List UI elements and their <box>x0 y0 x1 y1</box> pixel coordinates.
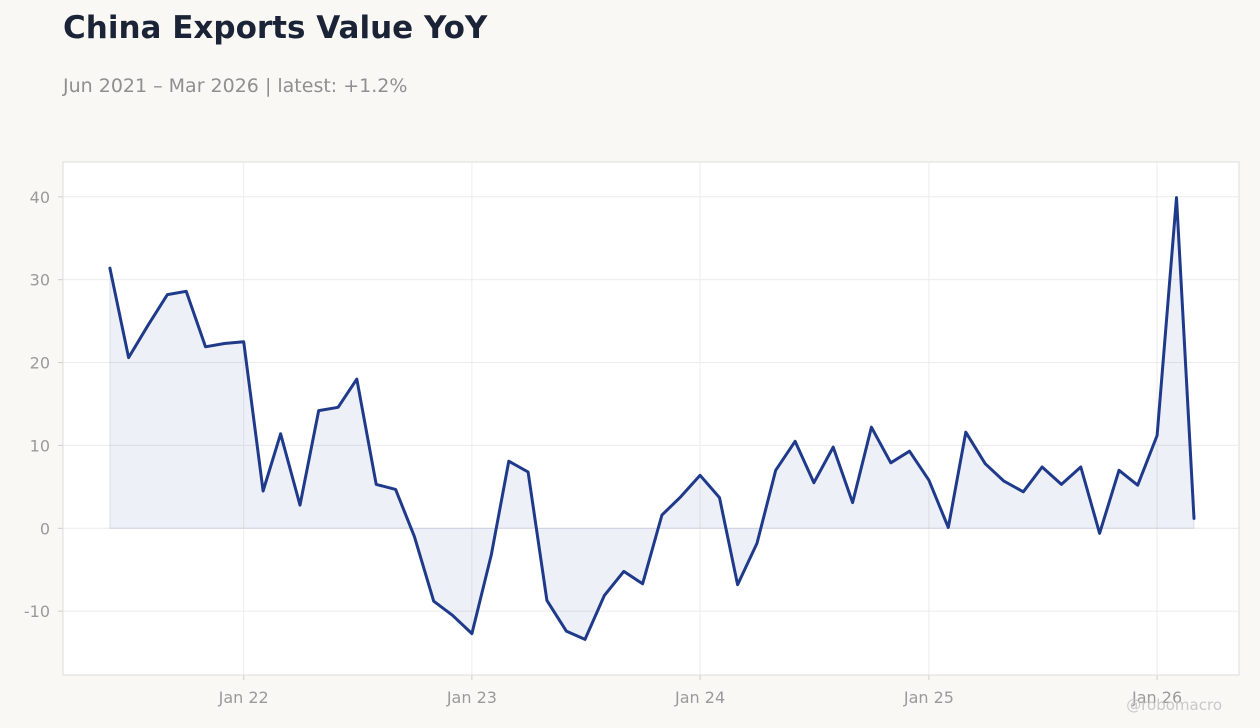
y-tick-label: 0 <box>40 519 50 538</box>
data-point <box>603 594 606 597</box>
data-point <box>490 553 493 556</box>
x-tick-label: Jan 26 <box>1131 688 1182 707</box>
series-line <box>108 196 1196 641</box>
plot-area <box>62 161 1240 676</box>
data-point <box>147 324 150 327</box>
data-point <box>507 460 510 463</box>
data-point <box>699 474 702 477</box>
data-point <box>679 495 682 498</box>
data-point <box>1175 196 1178 199</box>
data-point <box>355 378 358 381</box>
data-point <box>1060 483 1063 486</box>
data-point <box>166 293 169 296</box>
data-point <box>223 342 226 345</box>
data-point <box>870 426 873 429</box>
x-tick-label: Jan 22 <box>218 688 269 707</box>
data-point <box>394 488 397 491</box>
data-point <box>1079 466 1082 469</box>
data-point <box>413 535 416 538</box>
data-point <box>242 340 245 343</box>
data-point <box>1118 469 1121 472</box>
x-tick-label: Jan 25 <box>903 688 954 707</box>
y-tick-label: -10 <box>24 602 50 621</box>
data-point <box>718 496 721 499</box>
data-point <box>451 614 454 617</box>
data-point <box>127 356 130 359</box>
data-point <box>527 471 530 474</box>
line-layer <box>108 196 1196 641</box>
data-point <box>851 501 854 504</box>
y-axis-ticks: -10 0 10 20 30 40 <box>24 188 63 621</box>
data-point <box>774 469 777 472</box>
data-point <box>812 481 815 484</box>
data-point <box>1098 532 1101 535</box>
data-point <box>432 600 435 603</box>
data-point <box>1002 480 1005 483</box>
data-point <box>947 526 950 529</box>
data-point <box>908 450 911 453</box>
data-point <box>660 514 663 517</box>
data-point <box>984 462 987 465</box>
data-point <box>1041 466 1044 469</box>
data-point <box>185 290 188 293</box>
data-point <box>1136 484 1139 487</box>
chart-subtitle: Jun 2021 – Mar 2026 | latest: +1.2% <box>63 75 408 97</box>
x-axis-ticks: Jan 22 Jan 23 Jan 24 Jan 25 Jan 26 <box>218 675 1182 707</box>
data-point <box>889 461 892 464</box>
data-point <box>832 446 835 449</box>
chart-title: China Exports Value YoY <box>63 10 488 46</box>
data-point <box>108 267 111 270</box>
data-point <box>584 638 587 641</box>
data-point <box>1156 434 1159 437</box>
data-point <box>641 582 644 585</box>
y-tick-label: 20 <box>30 354 50 373</box>
x-tick-label: Jan 23 <box>446 688 497 707</box>
data-point <box>337 406 340 409</box>
data-point <box>1193 517 1196 520</box>
data-point <box>470 632 473 635</box>
data-point <box>279 432 282 435</box>
data-point <box>964 431 967 434</box>
data-point <box>756 542 759 545</box>
data-point <box>736 583 739 586</box>
data-point <box>545 599 548 602</box>
data-point <box>794 440 797 443</box>
data-point <box>204 345 207 348</box>
data-point <box>622 570 625 573</box>
data-point <box>565 630 568 633</box>
y-tick-label: 30 <box>30 271 50 290</box>
y-tick-label: 40 <box>30 188 50 207</box>
grid-lines <box>63 162 1239 675</box>
data-point <box>262 490 265 493</box>
data-point <box>317 409 320 412</box>
data-point <box>299 504 302 507</box>
watermark: @robomacro <box>1126 696 1222 714</box>
x-tick-label: Jan 24 <box>674 688 725 707</box>
data-point <box>927 479 930 482</box>
data-point <box>1022 490 1025 493</box>
y-tick-label: 10 <box>30 436 50 455</box>
data-point <box>375 483 378 486</box>
